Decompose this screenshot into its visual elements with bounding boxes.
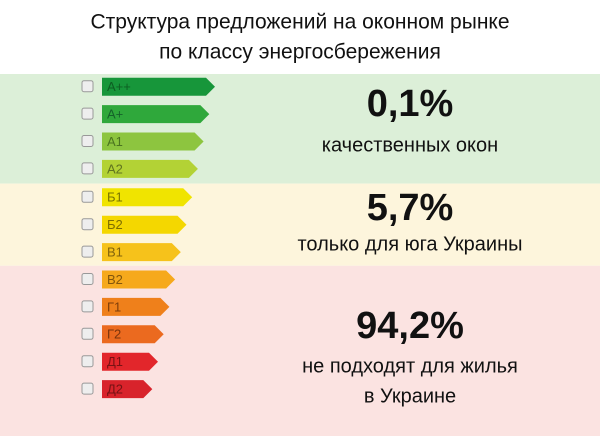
checkbox [81, 300, 94, 313]
class-arrow [102, 188, 193, 207]
checkbox [81, 135, 94, 147]
checkbox [81, 218, 94, 231]
class-arrow [102, 132, 204, 151]
class-label: Д1 [107, 354, 123, 369]
class-label: Г1 [107, 299, 121, 314]
checkbox [81, 327, 94, 340]
class-label: A2 [107, 161, 123, 176]
caption-line: не подходят для жилья [302, 355, 518, 377]
group-band [0, 183, 600, 266]
checkbox [81, 80, 94, 93]
percent-value: 0,1% [367, 83, 454, 125]
class-arrow [102, 105, 210, 124]
caption-line: в Украине [364, 385, 456, 407]
title-line: по классу энергосбережения [159, 41, 441, 64]
group-band [0, 74, 600, 184]
class-arrow [102, 325, 164, 344]
checkbox [81, 382, 94, 395]
class-label: Г2 [107, 327, 121, 342]
title-line: Структура предложений на оконном рынке [90, 11, 509, 34]
class-arrow [102, 270, 176, 289]
class-arrow [102, 159, 198, 178]
percent-value: 5,7% [367, 187, 454, 229]
class-label: A1 [107, 134, 123, 149]
checkbox [81, 162, 94, 175]
checkbox [81, 273, 94, 285]
checkbox [81, 190, 94, 203]
class-label: A+ [107, 107, 123, 122]
percent-value: 94,2% [356, 305, 464, 347]
group-band [0, 265, 600, 436]
class-label: В1 [107, 245, 123, 260]
class-arrow [102, 77, 215, 96]
checkbox [81, 355, 94, 368]
class-arrow [102, 215, 187, 234]
class-label: A++ [107, 79, 131, 94]
checkbox [81, 107, 94, 120]
checkbox [81, 245, 94, 258]
class-arrow [102, 297, 170, 316]
class-arrow [102, 380, 153, 399]
class-label: В2 [107, 272, 123, 287]
class-label: Б1 [107, 190, 123, 205]
class-label: Д2 [107, 382, 123, 397]
caption-line: только для юга Украины [297, 233, 522, 255]
class-label: Б2 [107, 217, 123, 232]
caption-line: качественных окон [322, 134, 498, 156]
class-arrow [102, 243, 181, 262]
class-arrow [102, 352, 158, 371]
